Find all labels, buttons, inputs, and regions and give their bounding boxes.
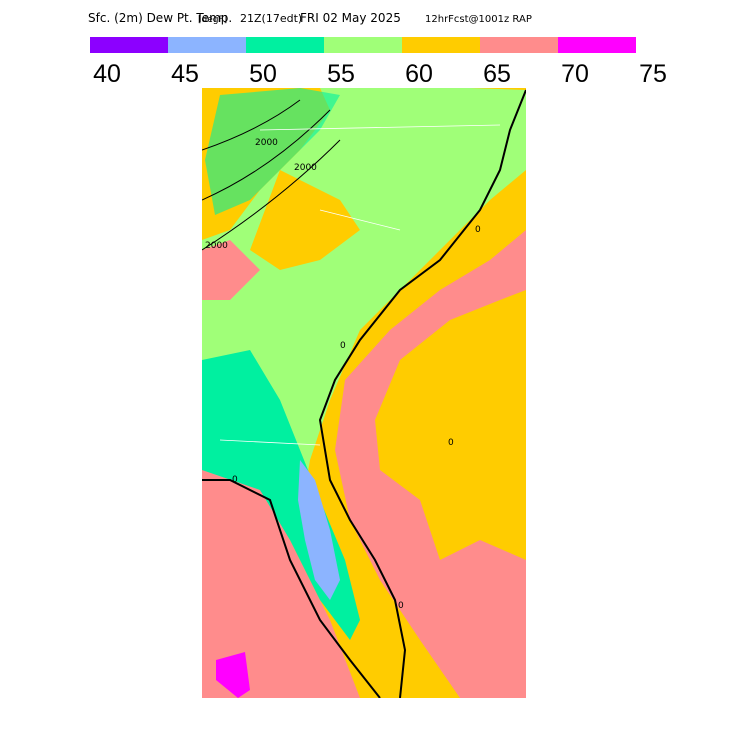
title-part: 12hrFcst@1001z RAP (425, 14, 532, 25)
colorbar-tick-label: 60 (405, 60, 433, 88)
map: 2000 2000 2000 0 0 0 0 0 (202, 88, 526, 698)
colorbar-tick-label: 50 (249, 60, 277, 88)
contour (202, 99, 341, 251)
contour-label: 2000 (205, 241, 228, 251)
colorbar-tick-label: 75 (639, 60, 667, 88)
title-part: Sfc. (2m) Dew Pt. Temp. (88, 11, 232, 25)
moist-band (335, 230, 526, 698)
colorbar-swatch (324, 37, 402, 53)
colorbar-tick-label: 70 (561, 60, 589, 88)
contour-label: 2000 (294, 163, 317, 173)
colorbar-tick-label: 65 (483, 60, 511, 88)
contour-label: 2000 (255, 138, 278, 148)
title: Sfc. (2m) Dew Pt. Temp.[degF] 21Z(17edt)F… (88, 11, 532, 25)
state-border (219, 124, 501, 446)
contour-label: 0 (232, 475, 238, 485)
dry-region (205, 88, 340, 215)
contour-label: 0 (340, 341, 346, 351)
contour-label: 0 (475, 225, 481, 235)
coastline (318, 89, 526, 698)
contour-label: 0 (398, 601, 404, 611)
contour-labels: 2000 2000 2000 0 0 0 0 0 (205, 138, 481, 611)
colorbar-swatch (558, 37, 636, 53)
title-part: [degF] (198, 15, 227, 25)
drier-region (298, 460, 340, 600)
humid-spot (216, 652, 250, 698)
coastline (202, 479, 381, 698)
colorbar-swatch (402, 37, 480, 53)
warm-region (250, 170, 360, 270)
colorbar-tick-label: 45 (171, 60, 199, 88)
colorbar-tick-label: 40 (93, 60, 121, 88)
colorbar-swatch (168, 37, 246, 53)
colorbar-swatch (90, 37, 168, 53)
title-part: 21Z(17edt) (240, 12, 302, 25)
colorbar-swatch (480, 37, 558, 53)
colorbar: 40 45 50 55 60 65 70 75 (90, 37, 667, 88)
colorbar-tick-label: 55 (327, 60, 355, 88)
title-part: FRI 02 May 2025 (300, 11, 401, 25)
contour-label: 0 (448, 438, 454, 448)
moist-region (202, 240, 260, 300)
moist-region (202, 470, 360, 698)
colorbar-swatch (246, 37, 324, 53)
